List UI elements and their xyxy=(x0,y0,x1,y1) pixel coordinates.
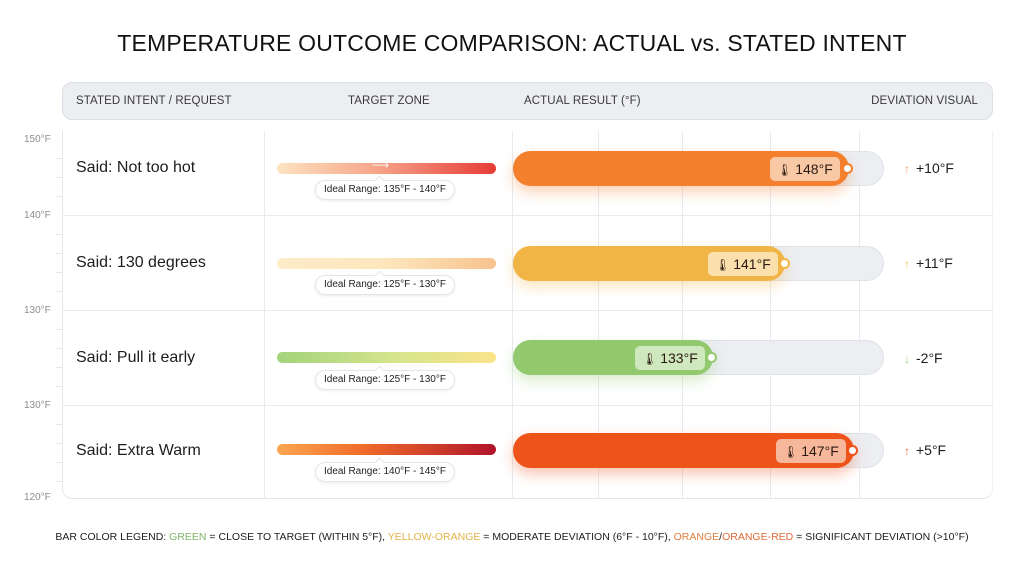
header-stated-intent: STATED INTENT / REQUEST xyxy=(76,95,232,107)
y-minor-tick xyxy=(56,462,62,463)
deviation-text: +10°F xyxy=(916,160,954,176)
legend-yellow-orange: YELLOW-ORANGE xyxy=(387,531,481,543)
legend-green-text: = CLOSE TO TARGET (WITHIN 5°F), xyxy=(206,531,388,543)
y-tick-label: 120°F xyxy=(24,492,51,503)
ideal-range-tooltip: Ideal Range: 125°F - 130°F xyxy=(315,370,455,390)
row-divider xyxy=(62,405,993,406)
deviation-text: -2°F xyxy=(916,350,943,366)
y-minor-tick xyxy=(56,424,62,425)
deviation-value: ↓ -2°F xyxy=(904,350,943,366)
gridline-vertical xyxy=(598,131,599,499)
y-tick-label: 150°F xyxy=(24,134,51,145)
ideal-range-tooltip: Ideal Range: 125°F - 130°F xyxy=(315,275,455,295)
actual-value-pill: 🌡 147°F xyxy=(776,439,846,463)
y-minor-tick xyxy=(56,367,62,368)
gridline-vertical xyxy=(859,131,860,499)
row-divider xyxy=(62,310,993,311)
intent-label: Said: Pull it early xyxy=(76,349,196,366)
thermometer-icon: 🌡 xyxy=(642,352,658,366)
ideal-range-tooltip: Ideal Range: 135°F - 140°F xyxy=(315,180,455,200)
intent-label: Said: 130 degrees xyxy=(76,254,206,271)
deviation-text: +11°F xyxy=(916,255,953,271)
legend-orange: ORANGE xyxy=(673,531,720,543)
value-marker-dot xyxy=(842,163,853,174)
arrow-up-icon: ↑ xyxy=(904,162,910,176)
arrow-up-icon: ↑ xyxy=(904,444,910,458)
deviation-value: ↑ +10°F xyxy=(904,160,954,176)
target-zone-bar xyxy=(277,444,496,455)
gridline-vertical xyxy=(264,131,265,499)
y-minor-tick xyxy=(56,481,62,482)
y-minor-tick xyxy=(56,196,62,197)
legend-prefix: BAR COLOR LEGEND: xyxy=(55,531,170,543)
deviation-text: +5°F xyxy=(916,442,947,458)
thermometer-icon: 🌡 xyxy=(777,163,793,177)
value-marker-dot xyxy=(847,445,858,456)
y-minor-tick xyxy=(56,177,62,178)
intent-label: Said: Not too hot xyxy=(76,159,196,176)
ideal-range-tooltip: Ideal Range: 140°F - 145°F xyxy=(315,462,455,482)
y-minor-tick xyxy=(56,272,62,273)
actual-value-pill: 🌡 133°F xyxy=(635,346,705,370)
deviation-value: ↑ +11°F xyxy=(904,255,953,271)
intent-label: Said: Extra Warm xyxy=(76,442,201,459)
arrow-down-icon: ↓ xyxy=(904,352,910,366)
y-minor-tick xyxy=(56,253,62,254)
header-actual-result: ACTUAL RESULT (°F) xyxy=(524,95,641,107)
y-minor-tick xyxy=(56,329,62,330)
y-minor-tick xyxy=(56,158,62,159)
header-target-zone: TARGET ZONE xyxy=(348,95,430,107)
value-marker-dot xyxy=(706,352,717,363)
table-header: STATED INTENT / REQUEST TARGET ZONE ACTU… xyxy=(62,82,993,120)
gridline-vertical xyxy=(770,131,771,499)
actual-value: 141°F xyxy=(733,256,771,272)
legend-orange-red: ORANGE-RED xyxy=(722,531,794,543)
thermometer-icon: 🌡 xyxy=(715,258,731,272)
actual-value-pill: 🌡 148°F xyxy=(770,157,840,181)
row-divider xyxy=(62,215,993,216)
y-tick-label: 140°F xyxy=(24,210,51,221)
y-tick-label: 130°F xyxy=(24,305,51,316)
arrow-up-icon: ↑ xyxy=(904,257,910,271)
y-minor-tick xyxy=(56,348,62,349)
gridline-vertical xyxy=(682,131,683,499)
actual-value: 147°F xyxy=(801,443,839,459)
chart-frame xyxy=(62,131,993,499)
target-zone-bar xyxy=(277,258,496,269)
actual-value: 133°F xyxy=(660,350,698,366)
legend-yellow-text: = MODERATE DEVIATION (6°F - 10°F), xyxy=(480,531,674,543)
y-minor-tick xyxy=(56,443,62,444)
target-zone-bar: ⟶ xyxy=(277,158,496,174)
header-deviation-visual: DEVIATION VISUAL xyxy=(871,95,978,107)
actual-value-pill: 🌡 141°F xyxy=(708,252,778,276)
y-minor-tick xyxy=(56,291,62,292)
chart-title: TEMPERATURE OUTCOME COMPARISON: ACTUAL v… xyxy=(117,30,907,56)
target-zone-bar xyxy=(277,352,496,363)
legend-slash: / xyxy=(719,531,723,543)
legend-orange-text: = SIGNIFICANT DEVIATION (>10°F) xyxy=(793,531,969,543)
y-tick-label: 130°F xyxy=(24,400,51,411)
value-marker-dot xyxy=(779,258,790,269)
deviation-value: ↑ +5°F xyxy=(904,442,946,458)
thermometer-icon: 🌡 xyxy=(783,445,799,459)
legend-green: GREEN xyxy=(169,531,207,543)
y-minor-tick xyxy=(56,386,62,387)
actual-value: 148°F xyxy=(795,161,833,177)
bar-color-legend: BAR COLOR LEGEND: GREEN = CLOSE TO TARGE… xyxy=(0,531,1024,543)
gridline-vertical xyxy=(512,131,513,499)
y-minor-tick xyxy=(56,234,62,235)
arrow-right-icon: ⟶ xyxy=(372,158,390,172)
